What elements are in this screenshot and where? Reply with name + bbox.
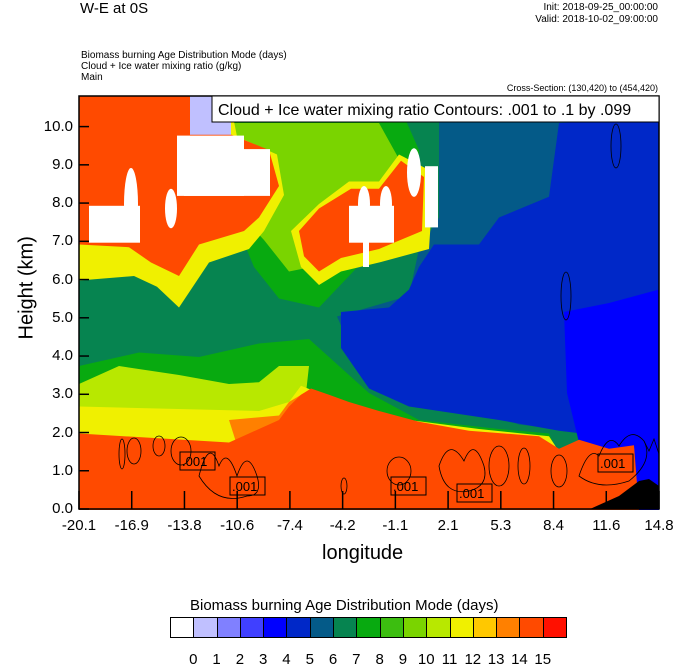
contour-label: .001: [182, 454, 207, 469]
colorbar-label: 12: [464, 651, 482, 668]
y-tick-label: 1.0: [52, 461, 73, 479]
colorbar-label: 15: [534, 651, 552, 668]
contour-label: .001: [459, 486, 484, 501]
colorbar-swatch: [309, 617, 335, 638]
contour-info-box: [211, 95, 660, 123]
y-axis-label: Height (km): [15, 236, 38, 340]
x-tick-label: 14.8: [644, 517, 674, 534]
colorbar-label: 7: [352, 651, 361, 668]
colorbar-label: 9: [398, 651, 408, 668]
contour-labels: .001 .001 .001 .001 .001: [179, 451, 634, 503]
cross-section-label: Cross-Section: (130,420) to (454,420): [506, 83, 658, 93]
y-tick-label: 6.0: [52, 270, 73, 288]
y-tick-label: 9.0: [52, 155, 73, 173]
colorbar-label: 11: [441, 651, 458, 668]
colorbar-label: 1: [212, 651, 221, 668]
colorbar-swatch: [239, 617, 265, 638]
x-tick-label: 8.4: [543, 517, 564, 534]
y-tick-label: 8.0: [52, 194, 73, 212]
colorbar-label: 10: [417, 651, 435, 668]
colorbar-swatch: [356, 617, 381, 638]
y-tick-label: 7.0: [52, 232, 73, 250]
colorbar-swatch: [519, 617, 544, 638]
field-level-15: [79, 388, 644, 511]
cloud-white-patches: [89, 135, 438, 267]
subtitle-domain: Main: [81, 72, 103, 83]
colorbar-label: 3: [259, 651, 268, 668]
colorbar-swatch: [263, 617, 288, 638]
colorbar-label: 0: [189, 651, 198, 668]
x-tick-label: -20.1: [61, 517, 97, 534]
x-tick-label: -10.6: [220, 517, 255, 534]
subtitle-contour: Cloud + Ice water mixing ratio (g/kg): [81, 61, 242, 72]
init-time: Init: 2018-09-25_00:00:00: [543, 2, 658, 13]
colorbar-swatch: [193, 617, 218, 638]
y-tick-label: 4.0: [52, 347, 73, 365]
x-tick-label: 11.6: [592, 517, 621, 534]
contour-info-text: Cloud + Ice water mixing ratio Contours:…: [218, 102, 631, 119]
contour-label: .001: [393, 479, 418, 494]
x-axis-label: longitude: [322, 542, 404, 564]
colorbar-swatch: [216, 617, 241, 638]
y-tick-label: 3.0: [52, 385, 73, 403]
colorbar-label: 2: [235, 651, 245, 668]
plot-title: W-E at 0S: [80, 0, 149, 17]
colorbar-label: 14: [511, 651, 528, 668]
colorbar-swatch: [449, 617, 474, 638]
contour-lines: [118, 123, 660, 499]
colorbar-swatch: [402, 617, 428, 638]
colorbar-swatch: [379, 617, 404, 638]
x-tick-label: -7.4: [276, 517, 303, 534]
colorbar-swatch: [426, 617, 451, 638]
x-tick-label: 5.3: [490, 517, 512, 534]
colorbar-swatch: [286, 617, 311, 638]
colorbar-swatch: [170, 617, 195, 638]
contour-label: .001: [600, 456, 625, 471]
y-tick-label: 5.0: [52, 308, 73, 326]
colorbar-label: 5: [305, 651, 314, 668]
x-tick-label: -4.2: [329, 517, 356, 534]
colorbar-swatch: [496, 617, 521, 638]
subtitle-field: Biomass burning Age Distribution Mode (d…: [81, 50, 287, 61]
colorbar-label: 8: [375, 651, 384, 668]
colorbar-title: Biomass burning Age Distribution Mode (d…: [190, 597, 499, 614]
y-tick-label: 10.0: [43, 117, 73, 135]
x-tick-label: -1.1: [382, 517, 409, 534]
y-tick-label: 0.0: [52, 500, 73, 517]
contour-label: .001: [232, 479, 257, 494]
x-tick-label: -16.9: [114, 517, 149, 534]
colorbar-swatch: [472, 617, 498, 638]
age-field: [79, 96, 659, 511]
field-level-4: [564, 289, 659, 461]
x-tick-label: 2.1: [437, 517, 459, 534]
y-tick-label: 2.0: [52, 423, 73, 441]
colorbar-label: 4: [282, 651, 291, 668]
colorbar-label: 13: [487, 651, 505, 668]
colorbar-label: 6: [328, 651, 338, 668]
colorbar-swatch: [333, 617, 358, 638]
valid-time: Valid: 2018-10-02_09:00:00: [535, 14, 658, 25]
x-tick-label: -13.8: [167, 517, 202, 534]
axis-ticks: [78, 125, 660, 510]
colorbar-swatch: [542, 617, 567, 638]
terrain: [590, 479, 659, 509]
